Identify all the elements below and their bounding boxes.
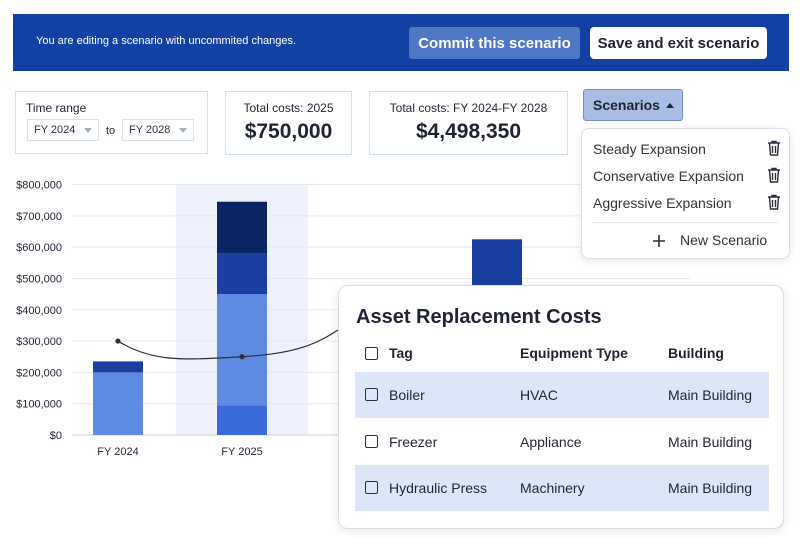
time-range-from-value: FY 2024 xyxy=(34,124,76,136)
y-tick-label: $100,000 xyxy=(16,399,62,411)
scenario-item-aggressive[interactable]: Aggressive Expansion xyxy=(593,192,783,214)
scenario-item-label: Aggressive Expansion xyxy=(593,195,732,211)
table-row[interactable]: Hydraulic Press Machinery Main Building xyxy=(355,465,769,511)
cell-building: Main Building xyxy=(668,480,753,496)
y-tick-label: $500,000 xyxy=(16,273,62,285)
asset-replacement-panel: Asset Replacement Costs Tag Equipment Ty… xyxy=(338,285,784,529)
cell-tag: Boiler xyxy=(389,387,425,403)
table-row[interactable]: Freezer Appliance Main Building xyxy=(355,419,769,465)
x-tick-label: FY 2024 xyxy=(97,446,138,458)
trend-point xyxy=(239,354,245,360)
total-costs-year-card: Total costs: 2025 $750,000 xyxy=(225,91,352,155)
bar-segment xyxy=(217,294,267,406)
time-range-to-value: FY 2028 xyxy=(129,124,171,136)
scenario-item-steady[interactable]: Steady Expansion xyxy=(593,138,783,160)
row-checkbox[interactable] xyxy=(365,388,378,401)
bar-segment xyxy=(93,361,143,373)
y-tick-label: $400,000 xyxy=(16,305,62,317)
time-range-card: Time range FY 2024 to FY 2028 xyxy=(15,91,208,154)
plus-icon xyxy=(653,235,665,247)
chevron-down-icon xyxy=(179,128,187,133)
y-tick-label: $600,000 xyxy=(16,242,62,254)
scenario-item-conservative[interactable]: Conservative Expansion xyxy=(593,165,783,187)
y-tick-label: $300,000 xyxy=(16,336,62,348)
trend-point xyxy=(115,338,121,344)
time-range-to-text: to xyxy=(106,125,116,137)
total-costs-range-value: $4,498,350 xyxy=(415,120,522,143)
trash-icon[interactable] xyxy=(767,140,781,156)
trash-icon[interactable] xyxy=(767,167,781,183)
scenarios-menu: Steady Expansion Conservative Expansion … xyxy=(581,128,790,259)
chevron-down-icon xyxy=(84,128,92,133)
cell-tag: Hydraulic Press xyxy=(389,480,488,496)
time-range-label: Time range xyxy=(26,101,87,115)
chevron-up-icon xyxy=(666,103,674,108)
asset-panel-title: Asset Replacement Costs xyxy=(356,306,602,328)
menu-divider xyxy=(593,222,778,223)
x-tick-label: FY 2025 xyxy=(221,446,262,458)
column-header-tag[interactable]: Tag xyxy=(389,345,413,361)
total-costs-range-card: Total costs: FY 2024-FY 2028 $4,498,350 xyxy=(369,91,568,155)
scenarios-button-label: Scenarios xyxy=(593,97,660,113)
new-scenario-label: New Scenario xyxy=(680,232,768,248)
scenario-item-label: Steady Expansion xyxy=(593,141,706,157)
cell-equipment-type: Machinery xyxy=(520,480,585,496)
trash-icon[interactable] xyxy=(767,194,781,210)
y-tick-label: $800,000 xyxy=(16,180,62,192)
total-costs-year-label: Total costs: 2025 xyxy=(243,101,334,115)
cell-tag: Freezer xyxy=(389,434,438,450)
row-checkbox[interactable] xyxy=(365,481,378,494)
scenario-item-label: Conservative Expansion xyxy=(593,168,744,184)
column-header-building[interactable]: Building xyxy=(668,345,724,361)
bar-segment xyxy=(217,201,267,254)
bar-segment xyxy=(217,253,267,295)
total-costs-range-label: Total costs: FY 2024-FY 2028 xyxy=(389,101,548,115)
y-tick-label: $200,000 xyxy=(16,367,62,379)
commit-scenario-button[interactable]: Commit this scenario xyxy=(409,27,580,59)
column-header-equipment-type[interactable]: Equipment Type xyxy=(520,345,628,361)
table-row[interactable]: Boiler HVAC Main Building xyxy=(355,372,769,418)
banner-message: You are editing a scenario with uncommit… xyxy=(36,35,297,47)
time-range-to-select[interactable]: FY 2028 xyxy=(122,119,194,141)
save-exit-scenario-button[interactable]: Save and exit scenario xyxy=(590,27,767,59)
row-checkbox[interactable] xyxy=(365,435,378,448)
bar-segment xyxy=(93,372,143,435)
y-tick-label: $0 xyxy=(50,430,62,442)
edit-banner: You are editing a scenario with uncommit… xyxy=(13,14,789,71)
select-all-checkbox[interactable] xyxy=(365,347,378,360)
y-tick-label: $700,000 xyxy=(16,211,62,223)
bar-segment xyxy=(217,405,267,435)
scenarios-dropdown-button[interactable]: Scenarios xyxy=(583,89,683,121)
time-range-from-select[interactable]: FY 2024 xyxy=(27,119,99,141)
new-scenario-button[interactable]: New Scenario xyxy=(653,232,768,248)
cell-building: Main Building xyxy=(668,434,753,450)
cell-equipment-type: HVAC xyxy=(520,387,558,403)
cell-building: Main Building xyxy=(668,387,753,403)
total-costs-year-value: $750,000 xyxy=(244,120,333,143)
asset-table-header: Tag Equipment Type Building xyxy=(355,343,769,365)
cell-equipment-type: Appliance xyxy=(520,434,582,450)
